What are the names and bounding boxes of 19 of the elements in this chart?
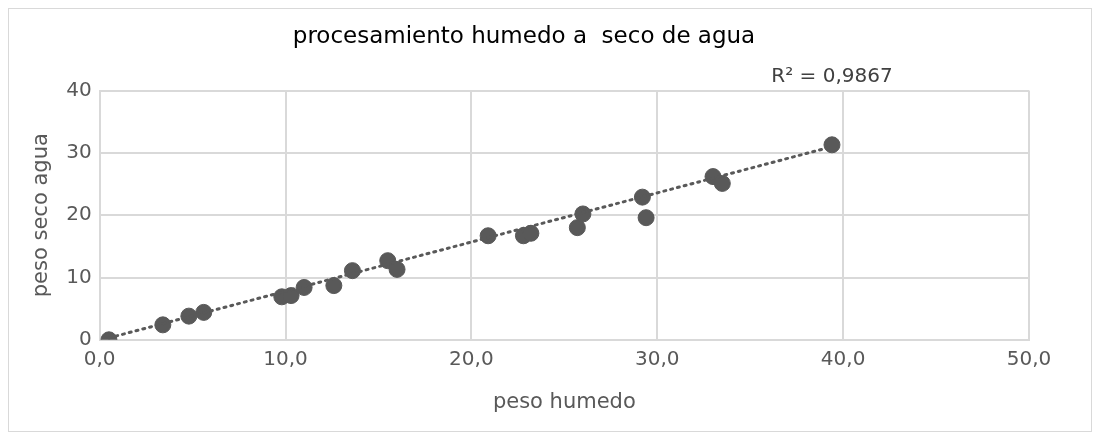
- point: [823, 136, 841, 154]
- text: R² = 0,9867: [771, 62, 893, 87]
- y-tick-label: 10: [66, 263, 92, 288]
- y-tick-label: 30: [66, 139, 92, 164]
- x-tick-label: 20,0: [449, 346, 494, 370]
- x-tick-label: 10,0: [263, 346, 308, 370]
- point: [713, 174, 731, 192]
- x-axis-title: peso humedo: [492, 388, 636, 413]
- y-axis-title: peso seco agua: [28, 133, 53, 298]
- point: [388, 260, 406, 278]
- point: [325, 277, 343, 295]
- point: [568, 219, 586, 237]
- point: [637, 209, 655, 227]
- x-tick-label: 40,0: [820, 346, 866, 370]
- y-tick-label: 40: [66, 76, 92, 101]
- y-tick-label: 20: [66, 201, 92, 226]
- x-tick-label: 30,0: [634, 346, 680, 370]
- chart-title: procesamiento humedo a seco de agua: [292, 21, 756, 48]
- x-tick-label: 50,0: [1006, 346, 1052, 370]
